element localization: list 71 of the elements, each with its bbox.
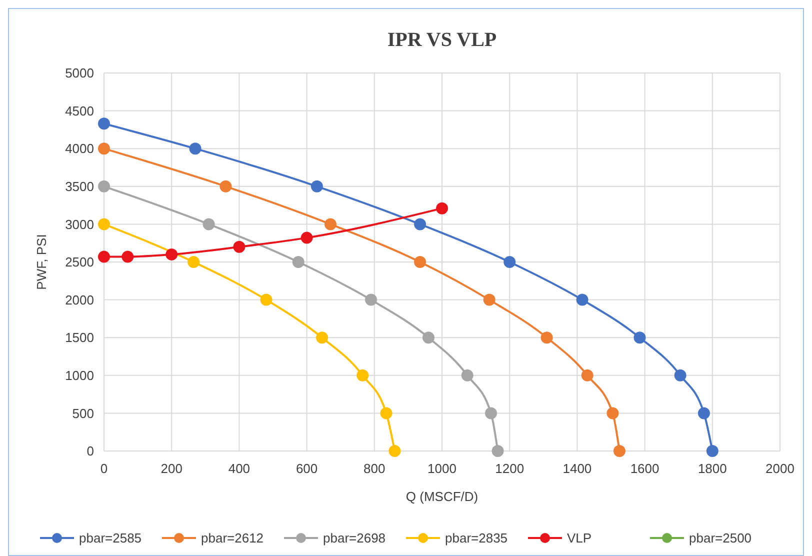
point xyxy=(189,142,202,155)
x-tick-label: 1200 xyxy=(495,461,524,476)
point xyxy=(380,407,392,420)
point xyxy=(300,232,313,244)
y-tick-label: 3000 xyxy=(65,216,94,232)
point xyxy=(292,256,304,268)
point xyxy=(504,256,516,268)
point xyxy=(233,240,246,253)
legend-label: VLP xyxy=(567,530,592,546)
point xyxy=(581,369,594,382)
point xyxy=(634,332,646,344)
x-tick-label: 1600 xyxy=(630,461,660,476)
x-tick-label: 1400 xyxy=(562,461,592,476)
point xyxy=(98,218,110,230)
point xyxy=(202,218,215,230)
x-tick-label: 1000 xyxy=(428,461,456,476)
point xyxy=(485,407,498,420)
x-tick-label: 0 xyxy=(100,461,108,476)
chart-title: IPR VS VLP xyxy=(387,29,497,51)
point xyxy=(483,294,496,306)
point xyxy=(220,180,232,192)
x-tick-label: 600 xyxy=(296,461,318,476)
y-tick-label: 500 xyxy=(72,406,94,421)
point xyxy=(98,118,110,130)
point xyxy=(122,250,134,263)
y-axis-title: PWF, PSI xyxy=(34,234,49,290)
point xyxy=(422,332,434,344)
point xyxy=(166,248,178,260)
x-tick-label: 2000 xyxy=(766,461,794,476)
y-tick-label: 5000 xyxy=(65,66,94,81)
point xyxy=(316,332,328,344)
y-tick-label: 3500 xyxy=(65,178,94,194)
point xyxy=(324,218,336,230)
legend-label: pbar=2612 xyxy=(201,530,264,546)
legend-label: pbar=2835 xyxy=(445,530,508,546)
point xyxy=(540,332,553,344)
x-tick-label: 400 xyxy=(228,461,250,476)
point xyxy=(260,294,272,306)
legend-label: pbar=2585 xyxy=(79,530,142,546)
point xyxy=(461,369,474,382)
y-tick-label: 0 xyxy=(86,444,94,459)
y-tick-label: 4000 xyxy=(65,141,94,156)
x-axis-title: Q (MSCF/D) xyxy=(406,489,478,504)
legend-label: pbar=2500 xyxy=(689,530,752,546)
point xyxy=(365,294,378,306)
y-tick-label: 2000 xyxy=(65,292,94,308)
point xyxy=(576,294,588,306)
legend-label: pbar=2698 xyxy=(323,530,386,546)
x-tick-label: 200 xyxy=(160,461,182,476)
y-tick-label: 4500 xyxy=(65,103,94,118)
x-tick-label: 800 xyxy=(364,461,386,476)
x-tick-label: 1800 xyxy=(698,461,727,476)
point xyxy=(698,407,710,420)
y-tick-label: 1500 xyxy=(65,330,94,346)
y-tick-label: 1000 xyxy=(65,368,94,383)
point xyxy=(310,180,323,192)
point xyxy=(674,369,686,382)
point xyxy=(356,369,369,382)
point xyxy=(98,180,110,192)
point xyxy=(613,445,626,457)
point xyxy=(188,256,200,268)
point xyxy=(98,142,110,155)
point xyxy=(414,218,426,230)
point xyxy=(436,202,448,214)
point xyxy=(388,445,401,457)
point xyxy=(414,256,426,268)
point xyxy=(606,407,619,420)
point xyxy=(492,445,504,457)
point xyxy=(98,250,110,263)
point xyxy=(706,445,718,457)
y-tick-label: 2500 xyxy=(65,254,94,270)
